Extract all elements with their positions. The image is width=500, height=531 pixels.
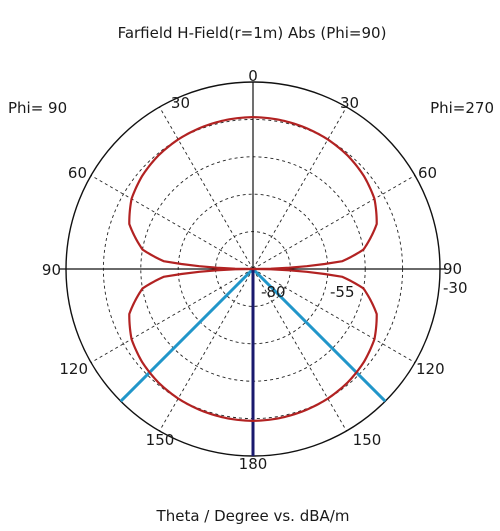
tick-label-theta-180: 180: [239, 455, 268, 473]
tick-label-theta-left-90: 90: [42, 261, 61, 279]
annotation-lines: [119, 267, 387, 456]
grid-spoke-210: [252, 268, 347, 432]
radial-tick-labels: -80 -55 -30: [261, 279, 468, 301]
tick-label-theta-right-90: 90: [443, 260, 462, 278]
grid-spoke-30: [159, 106, 254, 270]
grid-spoke-330: [252, 106, 347, 270]
annotation-line-1: [119, 267, 255, 403]
tick-label-theta-left-150: 150: [146, 431, 175, 449]
annotation-line-2: [251, 267, 387, 403]
grid-spoke-120: [90, 268, 254, 363]
data-series: [128, 116, 378, 422]
left-half-label: Phi= 90: [8, 99, 67, 117]
tick-label-radial-2: -55: [330, 283, 355, 301]
grid-spoke-150: [159, 268, 254, 432]
tick-label-theta-left-30: 30: [171, 94, 190, 112]
tick-label-theta-0: 0: [248, 67, 258, 85]
tick-label-theta-right-30: 30: [340, 94, 359, 112]
x-axis-label: Theta / Degree vs. dBA/m: [156, 507, 350, 525]
tick-label-theta-left-120: 120: [59, 360, 88, 378]
tick-label-theta-right-120: 120: [416, 360, 445, 378]
tick-label-theta-right-60: 60: [418, 164, 437, 182]
tick-label-radial-1: -80: [261, 283, 286, 301]
grid-spoke-240: [252, 268, 416, 363]
series-line-1: [128, 116, 378, 422]
grid-spoke-60: [90, 175, 254, 270]
grid-spoke-300: [252, 175, 416, 270]
tick-label-theta-left-60: 60: [68, 164, 87, 182]
tick-label-theta-right-150: 150: [353, 431, 382, 449]
right-half-label: Phi=270: [430, 99, 494, 117]
chart-title: Farfield H-Field(r=1m) Abs (Phi=90): [118, 24, 387, 42]
tick-label-radial-3: -30: [443, 279, 468, 297]
theta-tick-labels: 0 30 30 60 60 90 90 120 120 150 150 180: [42, 67, 462, 473]
